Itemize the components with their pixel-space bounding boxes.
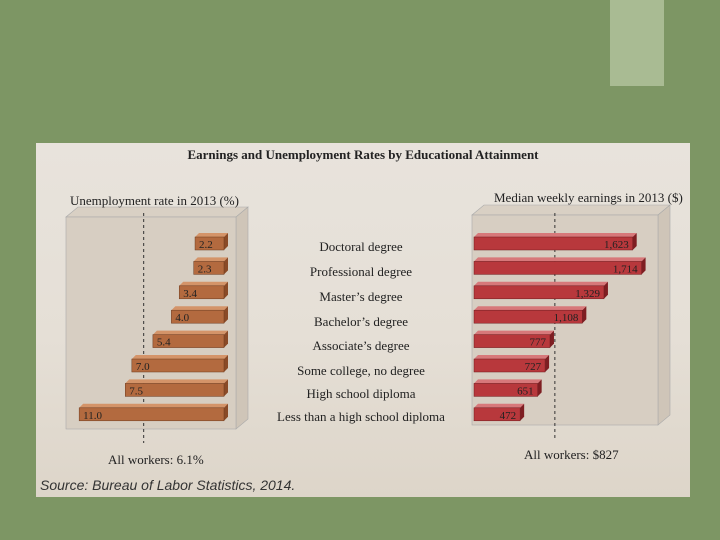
earnings-bar-3 [473,306,587,324]
unemployment-value-label-4: 5.4 [157,337,171,349]
unemployment-bar-2 [178,281,228,300]
chart-title: Earnings and Unemployment Rates by Educa… [187,147,539,162]
earnings-bar-7 [473,403,525,422]
category-label-doctoral: Doctoral degree [319,239,403,254]
earnings-bar-6 [473,379,542,397]
chart-photo: 2.2 2.3 3.4 4.0 5.4 7.0 7.5 11.0 1,623 1,714 1,32… [36,143,690,497]
earnings-bar-1 [473,257,646,275]
earnings-value-label-2: 1,329 [575,288,600,300]
chart-canvas: 2.2 2.3 3.4 4.0 5.4 7.0 7.5 11.0 1,623 1,714 1,32… [65,204,671,443]
earnings-value-label-3: 1,108 [554,312,579,324]
earnings-value-label-5: 727 [525,361,542,373]
earnings-bar-4 [473,330,554,348]
unemployment-bar-0 [194,233,228,251]
earnings-bar-2 [473,281,608,300]
right-panel-top [471,204,671,216]
earnings-value-label-0: 1,623 [604,239,629,251]
category-label-professional: Professional degree [309,264,413,279]
unemployment-bar-1 [193,257,228,275]
category-label-some-college: Some college, no degree [297,363,425,378]
unemployment-reference-label: All workers: 6.1% [108,452,204,467]
unemployment-bar-3 [171,306,228,324]
unemployment-panel-label: Unemployment rate in 2013 (%) [70,193,239,208]
category-label-bachelors: Bachelor’s degree [314,314,408,329]
earnings-bar-0 [473,233,637,251]
unemployment-bar-4 [152,330,228,348]
category-label-associates: Associate’s degree [312,338,410,353]
unemployment-bar-6 [125,379,228,397]
unemployment-value-label-6: 7.5 [129,385,143,397]
earnings-reference-label: All workers: $827 [524,447,619,462]
corner-accent-block [610,0,664,86]
unemployment-value-label-5: 7.0 [136,361,150,373]
category-label-masters: Master’s degree [319,289,403,304]
left-panel-side [235,206,249,430]
unemployment-bar-7 [78,403,228,422]
unemployment-value-label-7: 11.0 [83,410,102,422]
earnings-value-label-6: 651 [517,385,534,397]
unemployment-value-label-0: 2.2 [199,239,213,251]
unemployment-value-label-2: 3.4 [183,288,197,300]
right-panel-side [657,204,671,426]
earnings-bar-5 [473,355,550,373]
category-label-less-than-high-school: Less than a high school diploma [277,409,445,424]
earnings-panel-label: Median weekly earnings in 2013 ($) [494,190,683,205]
earnings-value-label-1: 1,714 [613,263,638,275]
unemployment-value-label-3: 4.0 [175,312,189,324]
unemployment-bar-5 [131,355,228,373]
category-label-high-school: High school diploma [306,386,416,401]
earnings-value-label-4: 777 [529,337,546,349]
earnings-value-label-7: 472 [500,410,517,422]
source-note: Source: Bureau of Labor Statistics, 2014… [40,477,296,493]
unemployment-value-label-1: 2.3 [198,263,212,275]
